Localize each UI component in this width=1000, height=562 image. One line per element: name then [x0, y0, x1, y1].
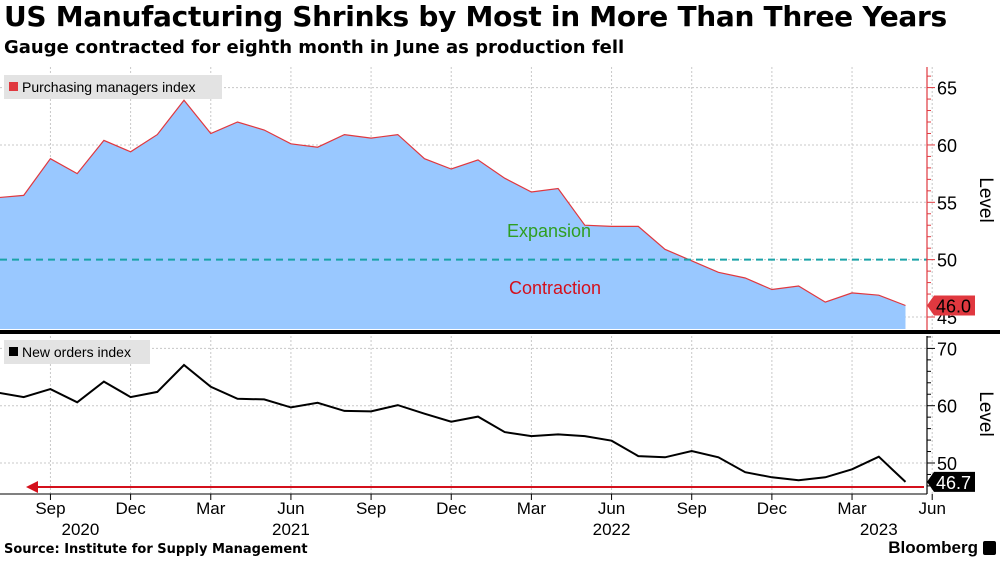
pmi-y-tick-label: 55 — [937, 193, 957, 213]
pmi-y-axis-title: Level — [975, 177, 996, 222]
orders-series-line — [0, 363, 907, 483]
orders-legend-swatch — [9, 347, 18, 356]
pmi-y-tick-label: 65 — [937, 79, 957, 99]
x-tick-label: Mar — [196, 499, 226, 518]
orders-y-tick-label: 60 — [937, 397, 957, 417]
orders-legend-box — [4, 340, 150, 364]
source-note: Source: Institute for Supply Management — [4, 542, 308, 557]
orders-y-axis-title: Level — [975, 391, 996, 436]
orders-last-value-label: 46.7 — [936, 473, 971, 493]
chart-overlay: ExpansionContraction4550556065506070Leve… — [0, 67, 1000, 539]
orders-y-tick-label: 50 — [937, 454, 957, 474]
x-tick-label: Jun — [918, 499, 945, 518]
orders-last-value-badge — [927, 471, 975, 492]
pmi-series-line — [0, 99, 906, 307]
pmi-legend-box — [4, 75, 222, 99]
orders-grid — [0, 336, 933, 494]
x-tick-label: Sep — [677, 499, 707, 518]
pmi-last-value-label: 46.0 — [936, 297, 971, 317]
x-tick-label: Dec — [757, 499, 788, 518]
x-tick-label: Dec — [115, 499, 146, 518]
x-year-label: 2022 — [593, 520, 631, 539]
x-tick-label: Mar — [517, 499, 547, 518]
pmi-panel — [0, 99, 906, 329]
x-tick-label: Sep — [35, 499, 65, 518]
chart-title: US Manufacturing Shrinks by Most in More… — [4, 0, 947, 33]
expansion-label: Expansion — [507, 221, 591, 241]
brand-logo: Bloomberg — [888, 538, 996, 558]
orders-panel — [0, 363, 907, 483]
chart-subtitle: Gauge contracted for eighth month in Jun… — [4, 37, 625, 58]
terminal-icon — [983, 541, 996, 555]
pmi-y-tick-label: 60 — [937, 136, 957, 156]
pmi-y-tick-label: 50 — [937, 251, 957, 271]
timeline-arrow-head — [26, 481, 38, 493]
x-tick-label: Mar — [837, 499, 867, 518]
orders-y-tick-label: 70 — [937, 339, 957, 359]
x-year-label: 2020 — [62, 520, 100, 539]
pmi-last-value-badge — [927, 295, 975, 316]
x-tick-label: Jun — [277, 499, 304, 518]
contraction-label: Contraction — [509, 278, 601, 298]
x-year-label: 2021 — [272, 520, 310, 539]
x-tick-label: Jun — [598, 499, 625, 518]
x-tick-label: Sep — [356, 499, 386, 518]
brand-name: Bloomberg — [888, 538, 978, 557]
pmi-legend-swatch — [9, 82, 18, 91]
x-year-label: 2023 — [860, 520, 898, 539]
pmi-legend-label: Purchasing managers index — [22, 79, 196, 95]
pmi-area — [0, 100, 906, 329]
orders-legend-label: New orders index — [22, 344, 131, 360]
x-tick-label: Dec — [436, 499, 467, 518]
